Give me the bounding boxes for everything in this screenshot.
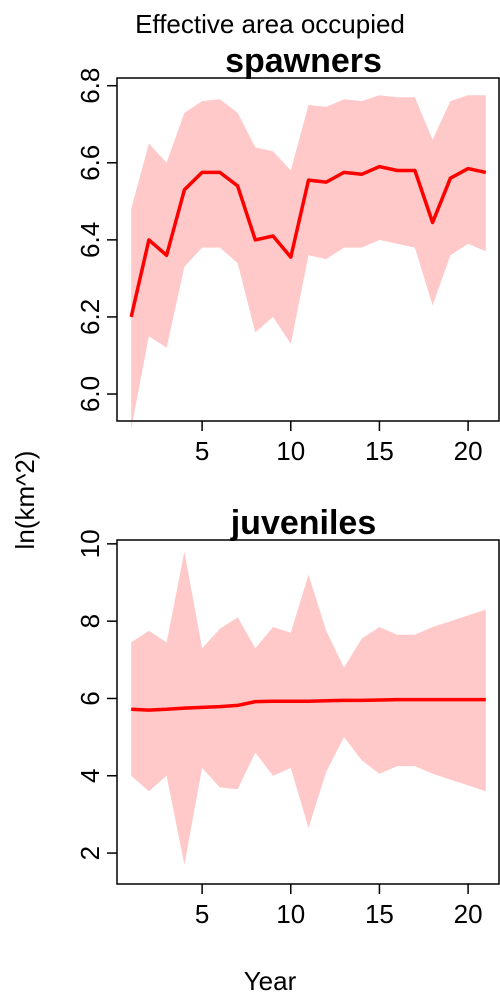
juveniles-y-tick-label: 6 xyxy=(75,691,105,705)
juveniles-x-tick-label: 10 xyxy=(276,899,305,929)
juveniles-x-tick-label: 5 xyxy=(195,899,209,929)
x-axis-label: Year xyxy=(244,966,297,996)
juveniles-plot-frame xyxy=(116,539,500,885)
spawners-confidence-band xyxy=(131,95,486,429)
juveniles-y-tick-label: 2 xyxy=(75,846,105,860)
juveniles-y-tick-label: 10 xyxy=(75,529,105,558)
spawners-y-tick-label: 6.6 xyxy=(75,145,105,181)
spawners-x-tick-label: 15 xyxy=(365,436,394,466)
juveniles-confidence-band xyxy=(131,551,486,865)
juveniles-y-tick-label: 8 xyxy=(75,614,105,628)
juveniles-estimate-line xyxy=(131,697,486,712)
figure-title: Effective area occupied xyxy=(135,9,405,39)
juveniles-x-tick-label: 15 xyxy=(365,899,394,929)
spawners-y-tick-label: 6.2 xyxy=(75,299,105,335)
panel-juveniles: juveniles 5 10 15 20 2 4 6 8 10 xyxy=(75,504,500,929)
juveniles-x-tick-label: 20 xyxy=(454,899,483,929)
juveniles-y-tick-label: 4 xyxy=(75,769,105,783)
spawners-y-tick-label: 6.4 xyxy=(75,222,105,258)
spawners-plot-frame xyxy=(116,77,500,422)
spawners-x-tick-label: 5 xyxy=(195,436,209,466)
y-axis-label: ln(km^2) xyxy=(10,451,40,550)
spawners-x-tick-label: 20 xyxy=(454,436,483,466)
spawners-y-tick-label: 6.8 xyxy=(75,68,105,104)
panel-spawners: spawners 5 10 15 20 6.0 6.2 6.4 6.6 6.8 xyxy=(75,42,500,466)
spawners-panel-title: spawners xyxy=(225,42,382,80)
spawners-estimate-line xyxy=(129,164,487,318)
juveniles-panel-title: juveniles xyxy=(230,504,377,542)
spawners-x-tick-label: 10 xyxy=(276,436,305,466)
spawners-y-tick-label: 6.0 xyxy=(75,376,105,412)
